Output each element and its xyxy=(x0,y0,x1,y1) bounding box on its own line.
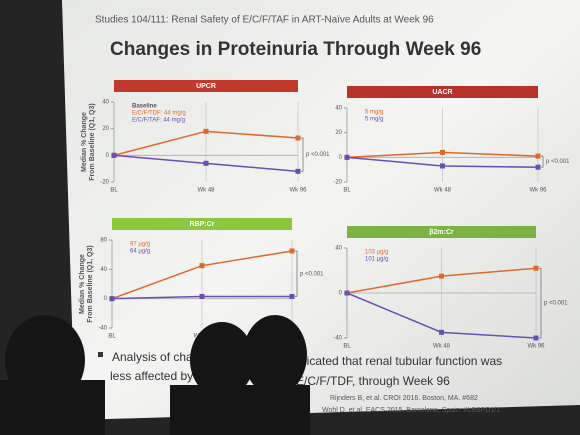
y-axis-label: From Baseline (Q1, Q3) xyxy=(87,245,94,322)
p-value: p <0.001 xyxy=(544,301,568,307)
legend-entry: 5 mg/g xyxy=(365,110,383,116)
y-tick-label: 20 xyxy=(102,126,109,132)
legend-entry: E/C/F/TDF: 44 mg/g xyxy=(132,111,186,117)
y-axis-label: Median % Change xyxy=(81,112,88,172)
data-point xyxy=(533,335,539,341)
bracket xyxy=(541,155,544,168)
data-point xyxy=(295,168,301,174)
y-tick-label: 40 xyxy=(102,100,109,106)
y-tick-label: 0 xyxy=(104,296,108,302)
legend-entry: 101 µg/g xyxy=(365,257,388,263)
y-tick-label: -40 xyxy=(333,336,342,342)
data-point xyxy=(289,293,295,299)
data-point xyxy=(295,135,301,141)
data-point xyxy=(344,290,350,296)
data-point xyxy=(440,163,445,169)
x-tick-label: BL xyxy=(343,344,351,350)
legend-entry: 5 mg/g xyxy=(365,117,383,123)
bullet-text: Analysis of chang xyxy=(112,350,206,364)
y-tick-label: 0 xyxy=(106,153,110,159)
panel-header xyxy=(114,80,298,92)
data-point xyxy=(199,293,205,299)
shoulders xyxy=(0,380,105,435)
data-point xyxy=(203,160,209,166)
data-point xyxy=(535,164,541,170)
head xyxy=(243,315,307,395)
x-tick-label: Wk 48 xyxy=(434,188,452,194)
bracket xyxy=(539,267,542,339)
data-point xyxy=(111,152,117,158)
y-tick-label: 80 xyxy=(100,238,107,244)
p-value: p <0.001 xyxy=(300,271,324,277)
x-tick-label: BL xyxy=(343,188,351,194)
data-point xyxy=(289,248,295,254)
y-tick-label: 20 xyxy=(335,130,342,136)
y-tick-label: -40 xyxy=(98,326,107,332)
x-tick-label: Wk 96 xyxy=(527,344,545,350)
slide-header: Studies 104/111: Renal Safety of E/C/F/T… xyxy=(95,15,434,26)
legend-title: Baseline xyxy=(132,104,157,110)
panel-header xyxy=(347,86,538,98)
slide xyxy=(62,0,580,420)
y-tick-label: 0 xyxy=(339,291,343,297)
bullet-text: E/C/F/TDF, through Week 96 xyxy=(296,374,450,388)
x-tick-label: Wk 48 xyxy=(197,188,215,194)
data-point xyxy=(199,263,205,269)
y-tick-label: 40 xyxy=(100,267,107,273)
reference: Rijnders B, et al. CROI 2016. Boston, MA… xyxy=(330,395,478,402)
legend-entry: 97 µg/g xyxy=(130,242,150,248)
audience xyxy=(0,315,310,435)
panel-header xyxy=(112,218,292,230)
data-point xyxy=(439,329,444,335)
bullet xyxy=(98,352,103,357)
x-tick-label: Wk 96 xyxy=(289,188,307,194)
y-tick-label: -20 xyxy=(100,180,109,186)
legend-entry: 103 µg/g xyxy=(365,250,388,256)
panel-title: RBP:Cr xyxy=(190,221,215,228)
data-point xyxy=(203,128,209,134)
x-tick-label: BL xyxy=(110,188,118,194)
p-value: p <0.001 xyxy=(546,159,570,165)
panel-title: UPCR xyxy=(196,83,216,90)
reference: Wohl D, et al. EACS 2015. Barcelona, Spa… xyxy=(322,407,500,414)
data-point xyxy=(535,153,541,159)
data-point xyxy=(109,296,115,302)
legend-entry: E/C/F/TAF: 44 mg/g xyxy=(132,118,185,124)
y-tick-label: 0 xyxy=(339,155,343,161)
bracket xyxy=(301,137,304,172)
head xyxy=(190,322,254,398)
data-point xyxy=(440,149,445,155)
data-point xyxy=(344,154,350,160)
legend-entry: 64 µg/g xyxy=(130,249,150,255)
slide-title: Changes in Proteinuria Through Week 96 xyxy=(110,39,481,60)
x-tick-label: Wk 48 xyxy=(433,344,451,350)
data-point xyxy=(533,265,539,271)
panel-header xyxy=(347,226,536,238)
data-point xyxy=(439,273,444,279)
bracket xyxy=(295,250,298,297)
panel-title: UACR xyxy=(432,89,452,96)
y-axis-label: Median % Change xyxy=(79,254,86,314)
p-value: p <0.001 xyxy=(306,152,330,158)
x-tick-label: Wk 96 xyxy=(529,188,547,194)
bullet-text: less affected by E/ xyxy=(110,369,209,383)
y-tick-label: 40 xyxy=(335,246,342,252)
y-tick-label: -20 xyxy=(333,180,342,186)
panel-title: β2m:Cr xyxy=(429,229,454,236)
y-tick-label: 40 xyxy=(335,106,342,112)
x-tick-label: BL xyxy=(108,334,116,340)
bullet-text: dicated that renal tubular function was xyxy=(300,354,502,368)
shoulders xyxy=(170,385,310,435)
y-axis-label: From Baseline (Q1, Q3) xyxy=(89,103,96,180)
